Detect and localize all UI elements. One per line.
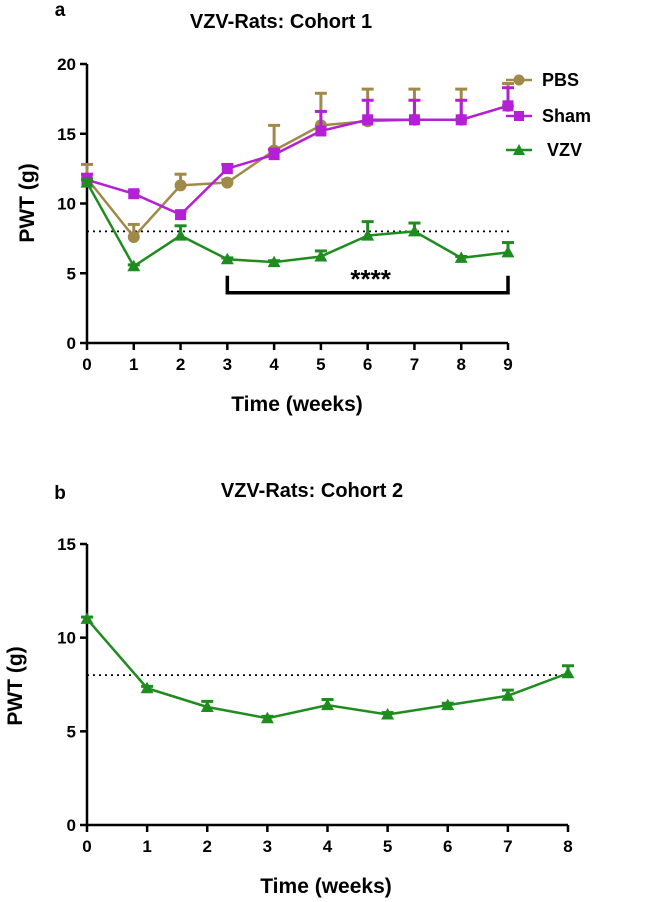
panel-b-series-vzv — [80, 612, 575, 724]
panel-a-series-sham-point — [362, 114, 374, 126]
panel-a-y-tick-label: 0 — [67, 334, 76, 353]
panel-a-series-vzv-point — [174, 229, 188, 241]
panel-a-x-axis-label: Time (weeks) — [231, 393, 363, 416]
panel-a-series-sham-point — [408, 114, 420, 126]
panel-b-x-tick-label: 0 — [82, 837, 91, 856]
panel-a-y-tick-label: 20 — [57, 55, 76, 74]
panel-a-series-pbs-line — [86, 104, 509, 239]
legend-pbs-marker — [513, 74, 525, 86]
panel-b-x-axis-label: Time (weeks) — [260, 875, 392, 898]
panel-b-x-tick-label: 7 — [503, 837, 512, 856]
panel-a-series-sham-point — [268, 149, 280, 161]
legend-sham-label: Sham — [542, 106, 591, 126]
panel-a-significance-bracket — [225, 275, 510, 295]
panel-a-series-sham — [81, 86, 514, 221]
legend: PBS Sham VZV — [506, 70, 591, 160]
panel-a-series-vzv-point — [80, 176, 94, 188]
panel-a-series-sham-point — [502, 100, 514, 112]
panel-a-series-vzv-line — [85, 181, 509, 269]
legend-vzv-marker — [513, 144, 525, 155]
panel-b-x-tick-label: 2 — [203, 837, 212, 856]
panel-b-x-tick-label: 4 — [323, 837, 333, 856]
panel-a-title: VZV-Rats: Cohort 1 — [190, 11, 372, 33]
panel-a-series-vzv-point — [220, 252, 234, 265]
panel-b-x-tick-label: 5 — [383, 837, 392, 856]
panel-a-series-vzv-point — [127, 259, 141, 272]
panel-a-series-vzv-point — [314, 250, 328, 262]
legend-sham-marker — [514, 111, 524, 121]
panel-b-series-vzv-point — [501, 689, 515, 701]
panel-a-series-sham-point — [455, 114, 467, 126]
legend-vzv-label: VZV — [547, 140, 582, 160]
panel-b-x-tick-label: 3 — [263, 837, 272, 856]
panel-b-y-axis-label: PWT (g) — [4, 646, 27, 725]
panel-a-series-vzv-point — [407, 224, 421, 237]
panel-a-x-tick-label: 8 — [456, 355, 465, 374]
panel-b-y-tick-label: 10 — [57, 629, 76, 648]
panel-b-y-tick-label: 0 — [67, 816, 76, 835]
panel-a-x-tick-label: 1 — [129, 355, 138, 374]
panel-a-series-vzv — [80, 176, 515, 272]
panel-b-series-vzv-point — [381, 707, 395, 720]
panel-b-series-vzv-point — [260, 711, 274, 724]
panel-b-title: VZV-Rats: Cohort 2 — [221, 480, 403, 502]
panel-a-y-tick-label: 15 — [57, 125, 76, 144]
panel-a-label: a — [55, 0, 66, 21]
panel-a-series-pbs-point — [127, 230, 140, 243]
panel-a-significance-label: **** — [350, 264, 391, 294]
panel-a-x-tick-label: 2 — [176, 355, 185, 374]
panel-a-series-pbs-point — [221, 176, 234, 189]
panel-b-x-tick-label: 1 — [142, 837, 151, 856]
panel-b-series-vzv-point — [561, 666, 575, 679]
panel-a-series-sham-line — [86, 104, 509, 217]
panel-a-series-vzv-point — [361, 229, 375, 241]
panel-a-x-tick-label: 5 — [316, 355, 325, 374]
panel-a-y-tick-label: 5 — [67, 264, 76, 283]
panel-a-x-tick-label: 3 — [223, 355, 232, 374]
panel-b-series-vzv-point — [200, 700, 214, 712]
panel-a-series-vzv-point — [454, 251, 468, 263]
panel-b-series-vzv-point — [80, 612, 94, 624]
panel-a-x-tick-label: 4 — [269, 355, 279, 374]
panel-a-series-sham-point — [221, 163, 233, 175]
panel-a-series-sham-point — [315, 125, 327, 137]
panel-b-x-tick-label: 8 — [563, 837, 572, 856]
panel-a-x-tick-label: 7 — [410, 355, 419, 374]
panel-a-y-tick-label: 10 — [57, 195, 76, 214]
panel-a-series-pbs — [81, 82, 514, 243]
panel-a-x-tick-label: 6 — [363, 355, 372, 374]
panel-b-series-vzv-point — [441, 698, 455, 711]
panel-b-y-tick-label: 15 — [57, 535, 76, 554]
panel-a-series-vzv-point — [501, 245, 515, 258]
panel-b-label: b — [54, 483, 66, 504]
panel-a-y-axis-label: PWT (g) — [16, 163, 39, 242]
panel-b-y-tick-label: 5 — [67, 722, 76, 741]
panel-a-series-sham-point — [175, 209, 187, 221]
panel-a-x-tick-label: 9 — [503, 355, 512, 374]
panel-a-x-tick-label: 0 — [82, 355, 91, 374]
panel-b-plot: 0 5 10 15 0 1 2 3 4 5 6 7 8 — [57, 535, 575, 856]
panel-a-plot: 0 5 10 15 20 0 1 2 3 4 5 6 7 8 9 **** — [57, 55, 515, 374]
panel-a-series-vzv-point — [267, 255, 281, 268]
legend-pbs-label: PBS — [542, 70, 579, 90]
panel-a-series-pbs-point — [174, 179, 187, 192]
panel-b-series-vzv-point — [321, 698, 334, 711]
panel-b-series-vzv-point — [140, 681, 154, 694]
panel-a-series-sham-point — [128, 188, 140, 200]
panel-b-x-tick-label: 6 — [443, 837, 452, 856]
